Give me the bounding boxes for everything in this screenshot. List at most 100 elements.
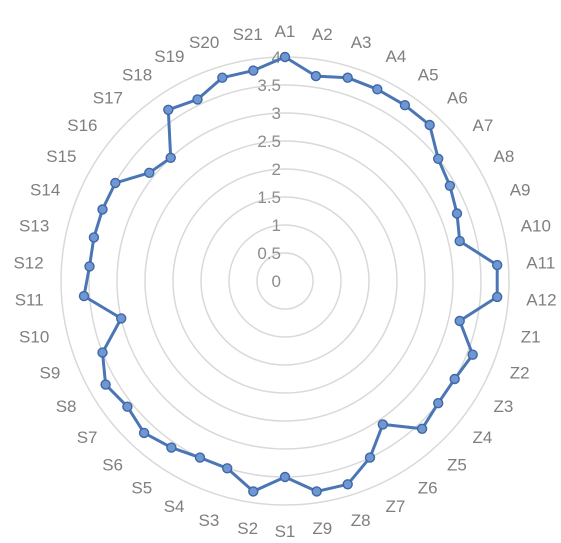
grid-ring [228, 224, 342, 338]
category-label: S14 [30, 181, 60, 200]
category-label: Z9 [312, 519, 332, 538]
data-point [433, 398, 444, 409]
scale-tick-label: 3.5 [257, 76, 281, 95]
data-point [492, 259, 503, 271]
data-point [84, 261, 95, 272]
category-label: A6 [447, 89, 468, 108]
category-label: S19 [154, 47, 184, 66]
data-point [115, 313, 127, 324]
scale-tick-label: 1 [272, 216, 281, 235]
scale-tick-label: 2 [272, 160, 281, 179]
category-label: S9 [40, 363, 61, 382]
grid-ring [200, 196, 370, 366]
category-label: S15 [46, 147, 76, 166]
grid-ring [256, 252, 314, 310]
data-point [467, 349, 478, 360]
data-point [97, 204, 108, 215]
category-label: Z7 [386, 497, 406, 516]
category-label: Z1 [521, 328, 541, 347]
data-point [364, 452, 376, 463]
grid-ring [172, 168, 398, 394]
category-label: A5 [418, 65, 439, 84]
category-label: S8 [56, 397, 77, 416]
data-point [342, 72, 353, 83]
category-label: A3 [351, 33, 372, 52]
category-label: A4 [386, 47, 407, 66]
category-label: Z8 [351, 511, 371, 530]
data-point [451, 208, 463, 219]
series-line [82, 55, 499, 493]
scale-tick-label: 0.5 [257, 244, 281, 263]
data-point [454, 235, 465, 247]
data-point [78, 290, 90, 302]
data-point [424, 119, 435, 131]
category-label: S4 [164, 497, 185, 516]
category-label: S10 [19, 328, 49, 347]
category-label: S20 [189, 33, 219, 52]
data-point [97, 347, 108, 358]
data-point [221, 463, 233, 474]
data-point [144, 167, 155, 179]
grid-ring [116, 112, 454, 450]
category-label: Z2 [510, 363, 530, 382]
data-point [279, 51, 291, 63]
scale-tick-label: 3 [272, 104, 281, 123]
data-point [192, 94, 203, 105]
data-point [122, 401, 133, 412]
scale-tick-label: 4 [272, 48, 281, 67]
scale-tick-label: 0 [272, 272, 281, 291]
grid-ring [144, 140, 426, 422]
category-label: S13 [19, 216, 49, 235]
category-label: S11 [15, 291, 44, 310]
scale-tick-label: 2.5 [257, 132, 281, 151]
data-point [444, 180, 456, 192]
data-point [163, 104, 174, 116]
category-label: Z4 [473, 428, 493, 447]
category-label: S7 [77, 428, 98, 447]
data-point [248, 486, 259, 497]
data-point [310, 70, 322, 82]
data-point [311, 486, 322, 497]
data-point [217, 72, 228, 83]
category-label: A7 [473, 116, 494, 135]
category-label: A1 [275, 22, 296, 41]
data-point [454, 315, 465, 327]
data-point [433, 153, 444, 165]
data-point [279, 471, 291, 483]
data-point [194, 452, 206, 463]
category-label: A8 [494, 147, 515, 166]
data-point [88, 232, 100, 243]
category-label: S21 [233, 25, 263, 44]
data-point [399, 99, 411, 111]
data-point [449, 373, 460, 385]
data-point [372, 84, 383, 95]
category-label: A2 [312, 25, 333, 44]
category-label: Z5 [447, 455, 467, 474]
category-label: S1 [275, 522, 296, 541]
data-point [248, 65, 259, 76]
category-label: S3 [199, 511, 220, 530]
grid-rings [60, 56, 510, 506]
data-point [342, 479, 353, 490]
category-label: A12 [526, 291, 556, 310]
data-point [138, 427, 150, 439]
category-label: S17 [93, 89, 123, 108]
category-label: S12 [13, 253, 43, 272]
category-label: A10 [521, 216, 551, 235]
category-label: S16 [67, 116, 97, 135]
data-point [110, 177, 121, 189]
series-layer [78, 51, 503, 497]
data-point [166, 442, 177, 453]
scale-labels: 0 0.5 1 1.5 2 2.5 3 3.5 4 [257, 48, 281, 291]
category-label: S6 [102, 455, 123, 474]
category-label: S18 [122, 65, 152, 84]
category-label: A11 [526, 253, 555, 272]
category-label: Z3 [494, 397, 514, 416]
data-point [492, 291, 503, 303]
category-label: Z6 [418, 479, 438, 498]
data-point [165, 152, 176, 164]
data-point [377, 419, 388, 430]
